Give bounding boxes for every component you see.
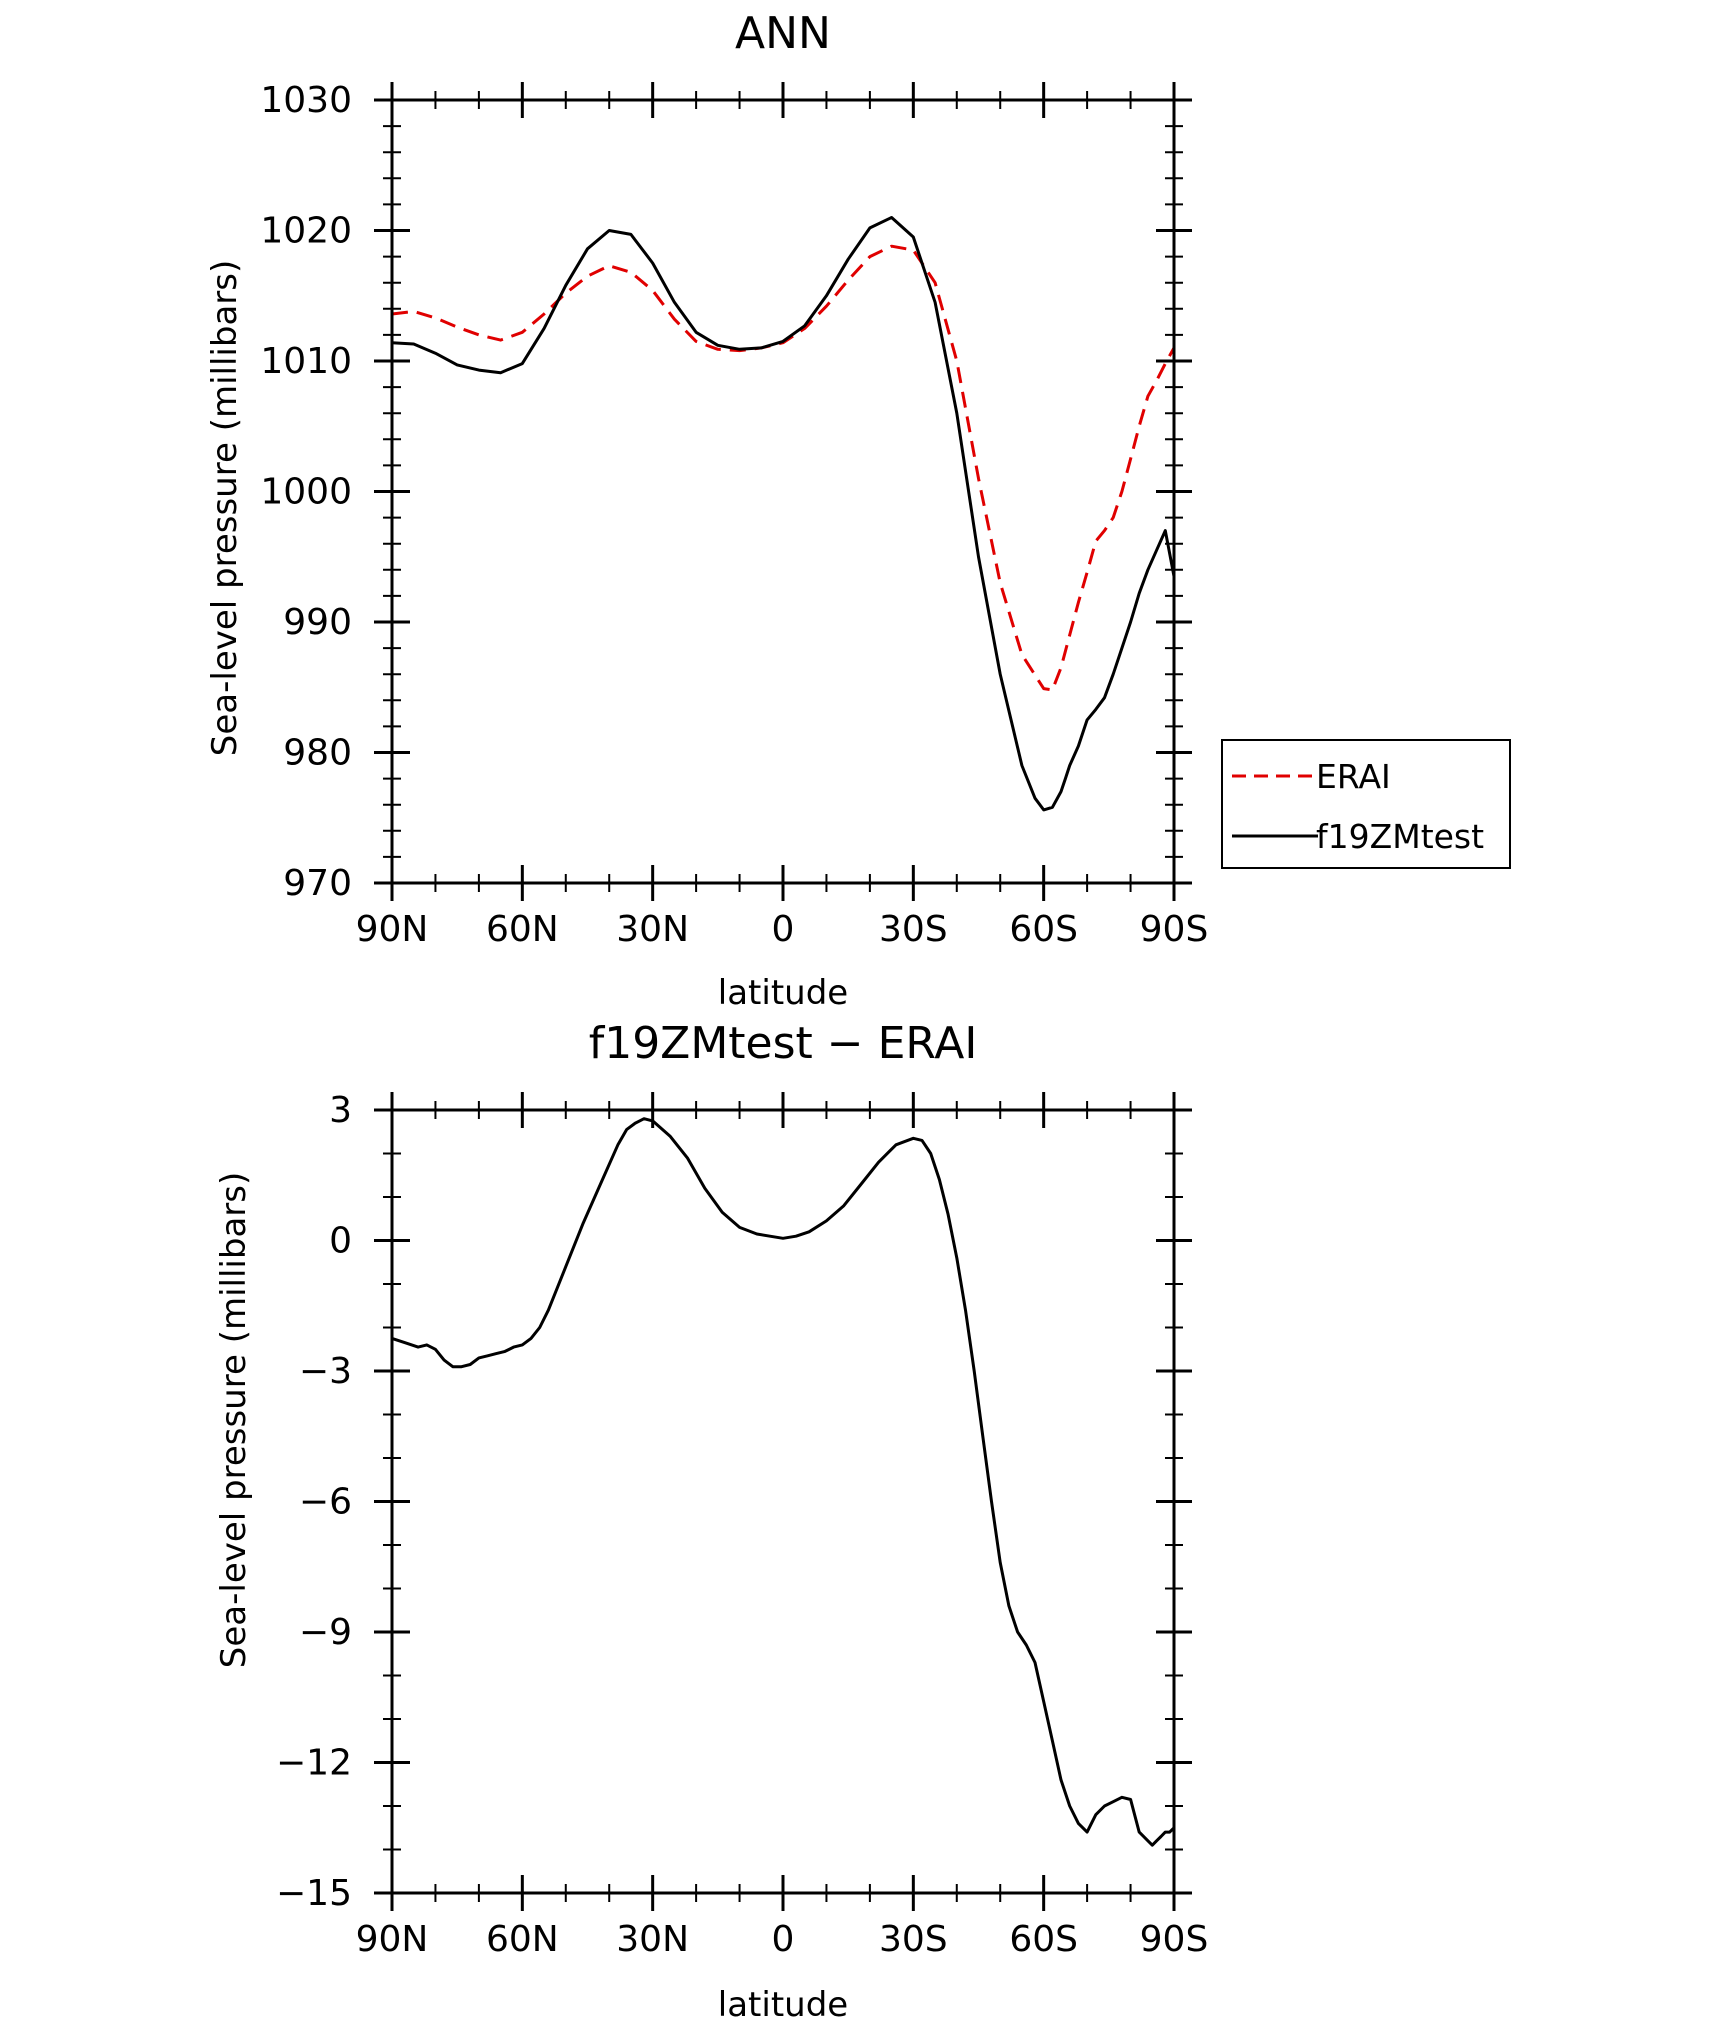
x-tick-label: 30S — [879, 909, 948, 950]
minor-ticks — [383, 91, 1183, 892]
y-tick-label: 990 — [283, 602, 352, 643]
y-tick-label: −12 — [276, 1743, 352, 1784]
series-lines — [391, 216, 1176, 812]
x-tick-label: 90N — [356, 1919, 429, 1960]
x-tick-labels: 90N 60N 30N 0 30S 60S 90S — [356, 909, 1209, 950]
x-tick-label: 0 — [772, 909, 795, 950]
y-tick-labels-difference: 3 0 −3 −6 −9 −12 −15 — [276, 1090, 352, 1914]
major-ticks-difference — [374, 1092, 1192, 1911]
y-tick-label: 0 — [329, 1221, 352, 1262]
x-tick-label: 60N — [486, 909, 559, 950]
y-axis-label: Sea-level pressure (millibars) — [205, 260, 245, 756]
x-tick-label: 30N — [616, 1919, 689, 1960]
x-tick-label: 90N — [356, 909, 429, 950]
chart-title-difference: f19ZMtest − ERAI — [589, 1018, 978, 1069]
legend: ERAI f19ZMtest — [1221, 739, 1511, 869]
y-tick-label: −9 — [299, 1612, 352, 1653]
y-tick-label: −15 — [276, 1873, 352, 1914]
y-tick-label: 1030 — [260, 80, 352, 121]
y-axis-label-difference: Sea-level pressure (millibars) — [214, 1172, 254, 1668]
x-axis-label-difference: latitude — [718, 1985, 848, 2021]
x-tick-label: 0 — [772, 1919, 795, 1960]
x-tick-label: 30S — [879, 1919, 948, 1960]
plot-frame-difference — [390, 1108, 1176, 1895]
series-line-erai — [391, 244, 1176, 692]
x-tick-label: 90S — [1140, 909, 1209, 950]
series-lines-difference — [391, 1117, 1176, 1847]
y-tick-label: −3 — [299, 1351, 352, 1392]
chart-title: ANN — [735, 8, 831, 59]
series-line-f19zmtest-erai — [391, 1117, 1176, 1847]
y-tick-label: 1020 — [260, 211, 352, 252]
y-tick-label: 3 — [329, 1090, 352, 1131]
x-tick-label: 60N — [486, 1919, 559, 1960]
series-line-f19zmtest — [391, 216, 1176, 812]
legend-label-erai: ERAI — [1316, 757, 1391, 796]
major-ticks — [374, 82, 1192, 901]
y-tick-label: −6 — [299, 1482, 352, 1523]
x-axis-label: latitude — [718, 973, 848, 1013]
legend-box — [1221, 739, 1511, 869]
y-tick-label: 980 — [283, 733, 352, 774]
x-tick-label: 30N — [616, 909, 689, 950]
x-tick-label: 60S — [1009, 909, 1078, 950]
x-tick-label: 90S — [1140, 1919, 1209, 1960]
y-tick-label: 1000 — [260, 472, 352, 513]
panel-difference: f19ZMtest − ERAI Sea-level pressure (mil… — [214, 1018, 1208, 2021]
plot-frame — [390, 98, 1176, 885]
panel-annual-slp: ANN Sea-level pressure (millibars) latit… — [205, 8, 1208, 1013]
y-tick-labels: 1030 1020 1010 1000 990 980 970 — [260, 80, 352, 904]
legend-label-f19zmtest: f19ZMtest — [1316, 817, 1484, 856]
y-tick-label: 970 — [283, 863, 352, 904]
x-tick-labels-difference: 90N 60N 30N 0 30S 60S 90S — [356, 1919, 1209, 1960]
y-tick-label: 1010 — [260, 341, 352, 382]
x-tick-label: 60S — [1009, 1919, 1078, 1960]
